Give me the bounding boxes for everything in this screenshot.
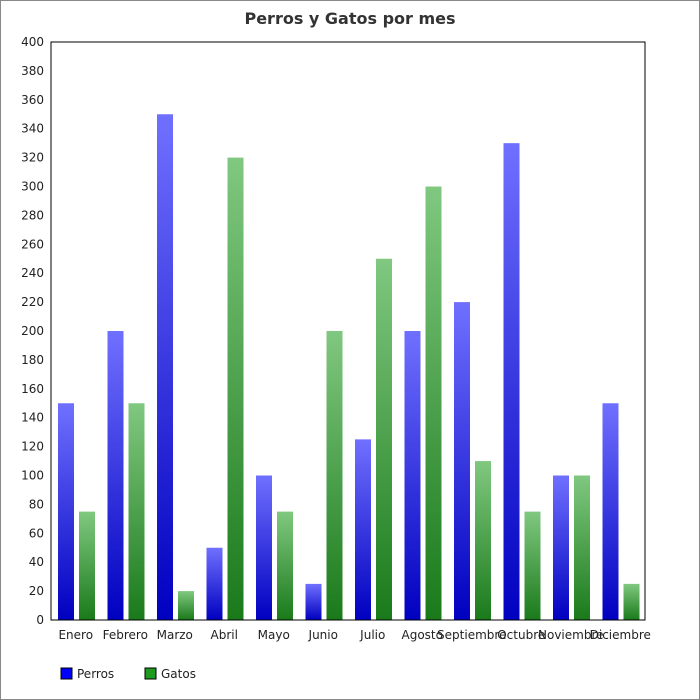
x-tick-label: Febrero <box>103 628 148 642</box>
x-tick-label: Noviembre <box>538 628 604 642</box>
y-tick-label: 380 <box>21 64 44 78</box>
y-tick-label: 280 <box>21 208 44 222</box>
bar-perros-enero <box>58 403 74 620</box>
bar-gatos-diciembre <box>623 583 640 620</box>
bar-perros-febrero <box>107 331 124 620</box>
bar-perros-septiembre <box>454 302 470 620</box>
y-tick-label: 40 <box>29 555 44 569</box>
y-tick-label: 260 <box>21 237 44 251</box>
x-tick-label: Septiembre <box>437 628 506 642</box>
bar-gatos-junio <box>326 331 343 620</box>
x-tick-label: Junio <box>308 628 338 642</box>
y-tick-label: 180 <box>21 353 44 367</box>
bar-perros-julio <box>355 439 371 620</box>
bar-perros-mayo <box>256 475 272 620</box>
y-tick-label: 100 <box>21 469 44 483</box>
y-tick-label: 360 <box>21 93 44 107</box>
bar-gatos-marzo <box>178 591 194 620</box>
y-tick-label: 320 <box>21 151 44 165</box>
bar-gatos-septiembre <box>475 461 491 620</box>
y-tick-label: 60 <box>29 526 44 540</box>
x-tick-label: Octubre <box>497 628 545 642</box>
y-tick-label: 80 <box>29 497 44 511</box>
bar-gatos-abril <box>227 157 244 620</box>
plot-area <box>50 41 646 621</box>
chart-title: Perros y Gatos por mes <box>244 9 455 28</box>
bar-perros-marzo <box>157 114 173 620</box>
legend-swatch-perros <box>60 667 73 680</box>
bar-perros-junio <box>305 583 322 620</box>
y-tick-label: 220 <box>21 295 44 309</box>
y-tick-label: 160 <box>21 382 44 396</box>
bar-perros-noviembre <box>553 475 569 620</box>
legend-label-perros: Perros <box>77 667 114 681</box>
y-tick-label: 140 <box>21 411 44 425</box>
bar-gatos-agosto <box>425 186 442 620</box>
bar-gatos-noviembre <box>574 475 590 620</box>
y-tick-label: 400 <box>21 35 44 49</box>
bar-gatos-enero <box>79 511 95 620</box>
x-tick-label: Enero <box>58 628 93 642</box>
bar-gatos-febrero <box>128 403 145 620</box>
y-tick-label: 200 <box>21 324 44 338</box>
legend-swatch-gatos <box>144 667 157 680</box>
y-tick-label: 240 <box>21 266 44 280</box>
x-tick-label: Mayo <box>258 628 290 642</box>
bar-perros-diciembre <box>602 403 619 620</box>
y-tick-label: 120 <box>21 440 44 454</box>
x-tick-label: Marzo <box>157 628 193 642</box>
legend-label-gatos: Gatos <box>161 667 196 681</box>
y-tick-label: 20 <box>29 584 44 598</box>
bar-gatos-octubre <box>524 511 541 620</box>
x-tick-label: Julio <box>359 628 385 642</box>
bar-perros-abril <box>206 547 223 620</box>
bar-gatos-julio <box>376 258 392 620</box>
bar-perros-octubre <box>503 143 520 620</box>
bar-gatos-mayo <box>277 511 293 620</box>
y-tick-label: 300 <box>21 180 44 194</box>
y-tick-label: 0 <box>36 613 44 627</box>
x-tick-label: Agosto <box>402 628 443 642</box>
x-tick-label: Diciembre <box>590 628 651 642</box>
y-tick-label: 340 <box>21 122 44 136</box>
bar-perros-agosto <box>404 331 421 620</box>
x-tick-label: Abril <box>211 628 238 642</box>
